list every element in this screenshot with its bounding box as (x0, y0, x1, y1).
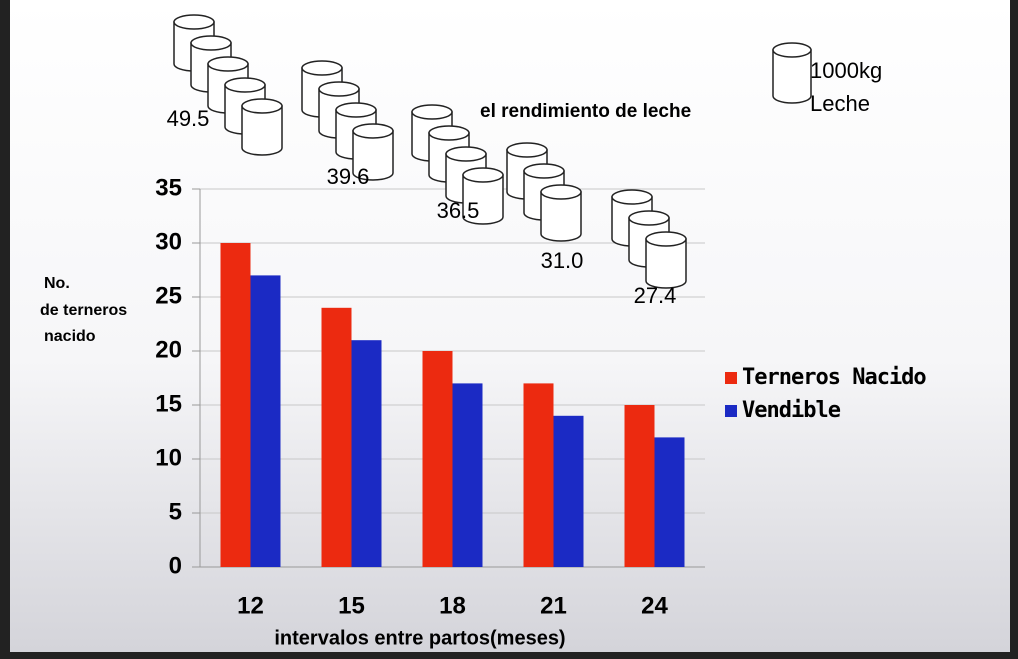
milk-unit: 1000kg (810, 58, 882, 83)
legend-swatch (725, 405, 737, 417)
cylinder-top (241, 98, 283, 114)
legend-swatch (725, 372, 737, 384)
cylinder-top (506, 142, 548, 158)
bar (452, 383, 483, 567)
y-tick-label: 0 (169, 552, 182, 579)
cylinder-top (772, 42, 812, 58)
cylinder-top (173, 14, 215, 30)
cylinder-top (207, 56, 249, 72)
cylinder-top (523, 163, 565, 179)
y-tick-label: 15 (155, 390, 182, 417)
bar (351, 340, 382, 567)
cylinder (352, 130, 394, 181)
cylinder-top (301, 60, 343, 76)
y-tick-label: 20 (155, 336, 182, 363)
milk-value-label: 31.0 (541, 248, 584, 273)
bar (624, 405, 655, 567)
cylinder-top (628, 210, 670, 226)
y-tick-label: 5 (169, 498, 182, 525)
y-axis-label: de terneros (40, 302, 127, 319)
cylinder-top (318, 81, 360, 97)
cylinder-top (411, 104, 453, 120)
bar (422, 351, 453, 567)
cylinder (540, 191, 582, 242)
cylinder (645, 238, 687, 289)
bar (220, 243, 251, 567)
cylinder-top (645, 231, 687, 247)
legend-label: Vendible (742, 398, 841, 423)
milk-cylinders (411, 104, 504, 225)
milk-unit-name: Leche (810, 91, 870, 116)
y-tick-label: 10 (155, 444, 182, 471)
milk-cylinders (173, 14, 283, 156)
x-tick-label: 21 (540, 592, 567, 619)
x-tick-label: 18 (439, 592, 466, 619)
x-tick-label: 12 (237, 592, 264, 619)
milk-cylinders (506, 142, 582, 242)
milk-cylinders (301, 60, 394, 181)
background (10, 0, 1010, 652)
milk-label: el rendimiento de leche (480, 101, 691, 122)
y-tick-label: 25 (155, 282, 182, 309)
cylinder-top (190, 35, 232, 51)
x-tick-label: 15 (338, 592, 365, 619)
milk-value-label: 27.4 (634, 283, 677, 308)
cylinder-top (428, 125, 470, 141)
cylinder-top (224, 77, 266, 93)
milk-value-label: 49.5 (167, 106, 210, 131)
y-axis-label: nacido (44, 328, 96, 345)
unit-cylinder (772, 42, 812, 104)
bar (523, 383, 554, 567)
bar (553, 415, 584, 567)
y-axis-label: No. (44, 275, 70, 292)
y-tick-label: 35 (155, 174, 182, 201)
cylinder (772, 49, 812, 104)
cylinder-top (462, 167, 504, 183)
y-tick-label: 30 (155, 228, 182, 255)
cylinder-top (611, 189, 653, 205)
cylinder-top (352, 123, 394, 139)
cylinder (241, 105, 283, 156)
cylinder-top (335, 102, 377, 118)
x-tick-label: 24 (641, 592, 668, 619)
milk-cylinders (611, 189, 687, 289)
cylinder (462, 174, 504, 225)
bar (321, 307, 352, 567)
milk-value-label: 36.5 (437, 198, 480, 223)
cylinder-top (540, 184, 582, 200)
cylinder-top (445, 146, 487, 162)
legend-label: Terneros Nacido (742, 365, 926, 390)
milk-value-label: 39.6 (327, 164, 370, 189)
bar (654, 437, 685, 567)
x-axis-label: intervalos entre partos(meses) (274, 627, 565, 649)
bar (250, 275, 281, 567)
